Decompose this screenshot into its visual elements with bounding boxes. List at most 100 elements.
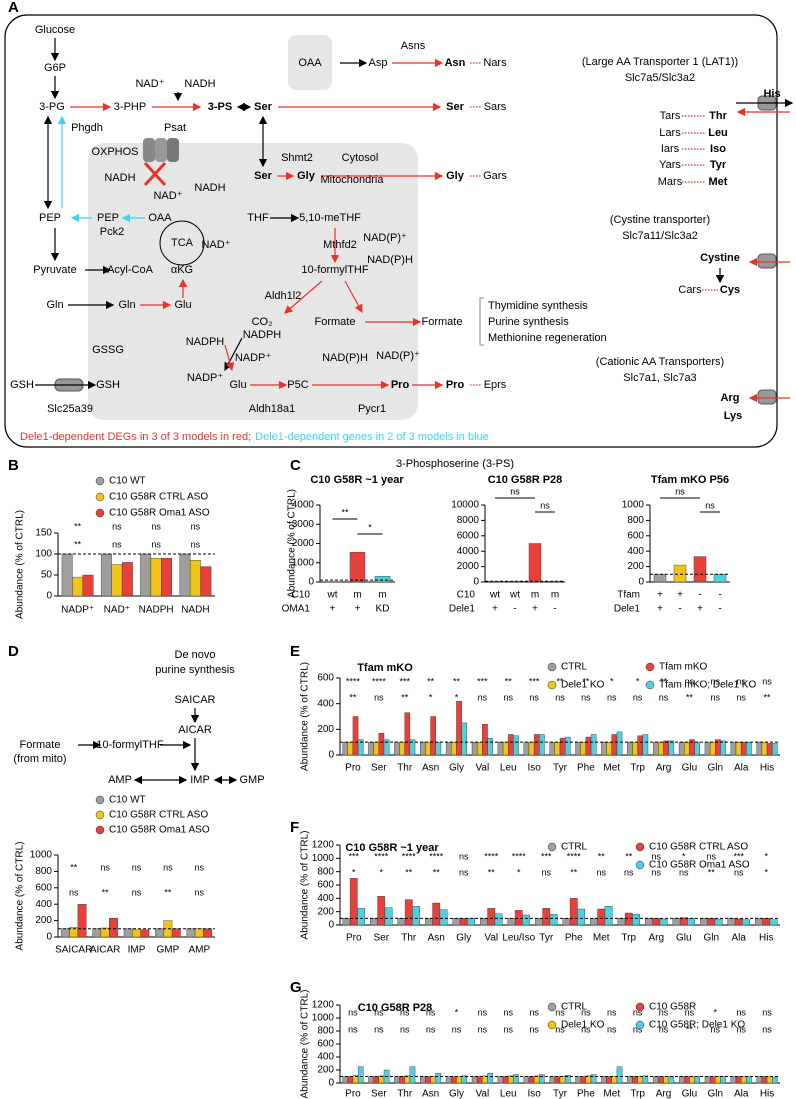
bar [562, 918, 571, 926]
pathway-label: His [763, 88, 780, 100]
legend-label: C10 G58R CTRL ASO [649, 842, 748, 853]
bar [482, 724, 488, 756]
significance: ** [625, 851, 633, 861]
significance: ns [112, 521, 122, 531]
significance: ns [736, 1007, 746, 1017]
bar [766, 743, 773, 756]
x-tick-label: NADPH [139, 605, 174, 616]
chart-title: C10 G58R P28 [488, 474, 563, 486]
bar [60, 928, 70, 938]
pathway-label: OAA [298, 57, 322, 69]
pathway-label: 10-formylTHF [301, 264, 369, 276]
y-tick-label: 600 [317, 1039, 334, 1050]
significance: * [682, 851, 686, 861]
pathway-label: Gly [446, 170, 465, 182]
significance: ns [555, 1024, 565, 1034]
x-tick-label: Ala [734, 1089, 749, 1099]
bar [672, 918, 681, 926]
y-tick-label: 400 [317, 698, 334, 709]
legend-marker [635, 860, 645, 870]
significance: * [368, 522, 372, 532]
bar [100, 553, 112, 597]
x-tick-label: SAICAR [55, 945, 92, 956]
bar [597, 908, 606, 926]
significance: * [379, 867, 383, 877]
bar [461, 1075, 468, 1084]
purine-label: AICAR [178, 724, 212, 736]
legend-label: C10 G58R; Dele1 KO [649, 1020, 745, 1031]
bar [451, 1076, 457, 1084]
significance: ** [74, 521, 82, 531]
pathway-label: NAD⁺ [135, 78, 164, 90]
pathway-label: OAA [148, 212, 172, 224]
bar [645, 918, 653, 926]
significance: ns [624, 867, 634, 877]
significance: *** [399, 676, 410, 686]
bar [420, 1076, 426, 1084]
significance: **** [484, 851, 499, 861]
significance: ns [736, 1024, 746, 1034]
significance: * [429, 692, 433, 702]
significance: ns [685, 1007, 695, 1017]
bar [585, 736, 592, 756]
x-tick-label: Met [593, 933, 610, 944]
purine-label: GMP [239, 774, 264, 786]
purine-title: purine synthesis [155, 664, 235, 676]
pathway-label: Iars [661, 143, 680, 155]
bar [528, 1076, 535, 1084]
condition-value: wt [327, 590, 338, 601]
bar [140, 553, 152, 597]
bar [590, 734, 597, 756]
x-tick-label: Pro [345, 763, 361, 774]
bar [652, 1076, 659, 1084]
significance: ns [762, 1007, 772, 1017]
y-tick-label: 0 [46, 591, 52, 602]
bar [523, 741, 530, 756]
pathway-label: GSH [96, 379, 120, 391]
condition-value: - [513, 604, 516, 615]
significance: * [764, 851, 768, 861]
legend-note: Dele1-dependent DEGs in 3 of 3 models in… [20, 431, 489, 443]
bar [606, 741, 612, 756]
pathway-label: Yars [659, 159, 681, 171]
y-tick-label: 50 [41, 570, 53, 581]
bar [684, 741, 690, 756]
significance: ns [651, 851, 661, 861]
significance: * [352, 867, 356, 877]
bar [150, 558, 162, 597]
significance: ns [151, 539, 161, 549]
bar [663, 1076, 669, 1084]
significance: ns [706, 851, 716, 861]
legend-marker [547, 842, 557, 852]
y-tick-label: 400 [35, 899, 52, 910]
bar [502, 741, 509, 756]
legend-marker [95, 795, 105, 805]
bar [575, 1076, 581, 1084]
bar [704, 741, 711, 756]
pathway-label: PEP [97, 212, 119, 224]
significance: ns [711, 1024, 721, 1034]
bar [653, 574, 667, 583]
bar [155, 928, 164, 938]
significance: ns [132, 862, 142, 872]
significance: ns [426, 1024, 436, 1034]
y-tick-label: 1000 [30, 850, 53, 861]
bar [564, 736, 571, 756]
chart-title: C10 G58R ~1 year [310, 474, 404, 486]
bar [694, 1076, 700, 1084]
pathway-label: Slc7a11/Slc3a2 [622, 230, 698, 242]
y-tick-label: 200 [627, 561, 644, 572]
y-tick-label: 1000 [622, 500, 645, 511]
pathway-label: Pyruvate [33, 264, 76, 276]
x-tick-label: Iso [527, 763, 541, 774]
pathway-label: Slc25a39 [47, 403, 93, 415]
significance: ns [191, 521, 201, 531]
pathway-label: 3-PG [39, 101, 65, 113]
significance: * [455, 692, 459, 702]
significance: ** [764, 692, 772, 702]
condition-value: + [330, 604, 336, 615]
bar [352, 716, 359, 756]
pathway-label: 5,10-meTHF [299, 212, 361, 224]
y-tick-label: 2000 [457, 561, 480, 572]
significance: ** [401, 692, 409, 702]
